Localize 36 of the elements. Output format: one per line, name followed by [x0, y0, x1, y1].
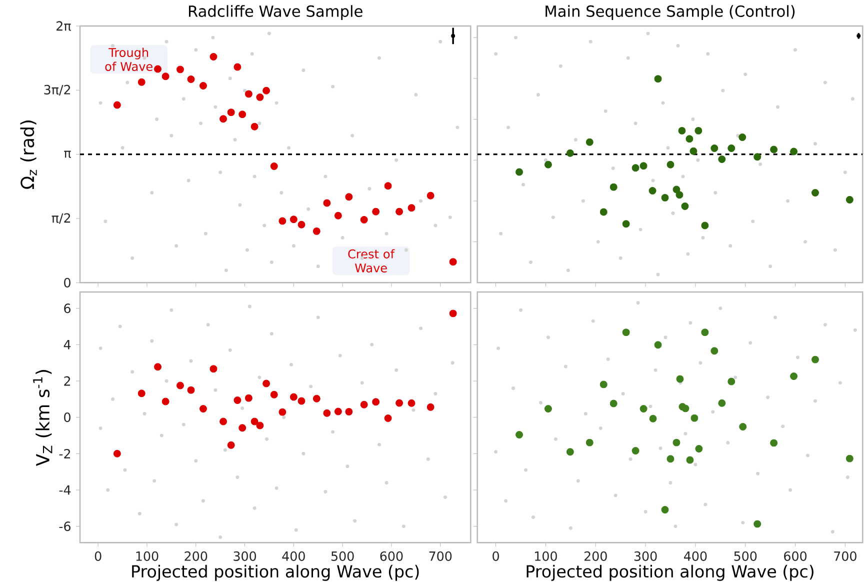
- chart-title: Main Sequence Sample (Control): [546, 5, 795, 20]
- y-tick-label: 3π/2: [44, 84, 70, 96]
- y-tick-label: -4: [59, 485, 71, 495]
- y-tick-label: 4: [64, 340, 71, 350]
- x-tick-label: 0: [94, 551, 102, 561]
- y-tick-label: 6: [64, 304, 70, 314]
- x-tick-label: 600: [380, 551, 403, 561]
- x-tick-label: 200: [184, 551, 208, 561]
- x-tick-label: 400: [282, 551, 305, 561]
- annotation: Trough of Wave: [105, 48, 152, 72]
- x-tick-label: 700: [834, 551, 856, 561]
- x-tick-label: 100: [136, 551, 158, 561]
- annotation: Crest of Wave: [348, 249, 395, 272]
- x-tick-label: 500: [331, 551, 354, 561]
- x-tick-label: 400: [684, 551, 707, 561]
- y-tick-label: -6: [59, 522, 70, 532]
- y-axis-title: V$_{Z}$ (km s$^{-1}$): [33, 370, 52, 466]
- y-tick-label: π/2: [52, 213, 70, 224]
- x-tick-label: 0: [492, 551, 499, 561]
- x-tick-label: 100: [535, 551, 557, 561]
- y-tick-label: 2π: [56, 21, 71, 31]
- y-tick-label: 0: [64, 412, 70, 422]
- y-axis-title: Ω$_{z}$ (rad): [20, 120, 37, 189]
- x-axis-title: Projected position along Wave (pc): [526, 564, 814, 581]
- x-tick-label: 700: [429, 551, 452, 561]
- y-tick-label: -2: [59, 448, 70, 458]
- x-tick-label: 300: [234, 551, 256, 561]
- y-tick-label: π: [64, 150, 71, 158]
- x-tick-label: 300: [634, 551, 657, 561]
- x-tick-label: 500: [734, 551, 757, 561]
- x-tick-label: 200: [584, 551, 607, 561]
- x-tick-label: 600: [784, 551, 807, 561]
- x-axis-title: Projected position along Wave (pc): [132, 564, 419, 581]
- y-tick-label: 0: [64, 278, 70, 288]
- chart-title: Radcliffe Wave Sample: [188, 5, 362, 20]
- y-tick-label: 2: [64, 376, 70, 386]
